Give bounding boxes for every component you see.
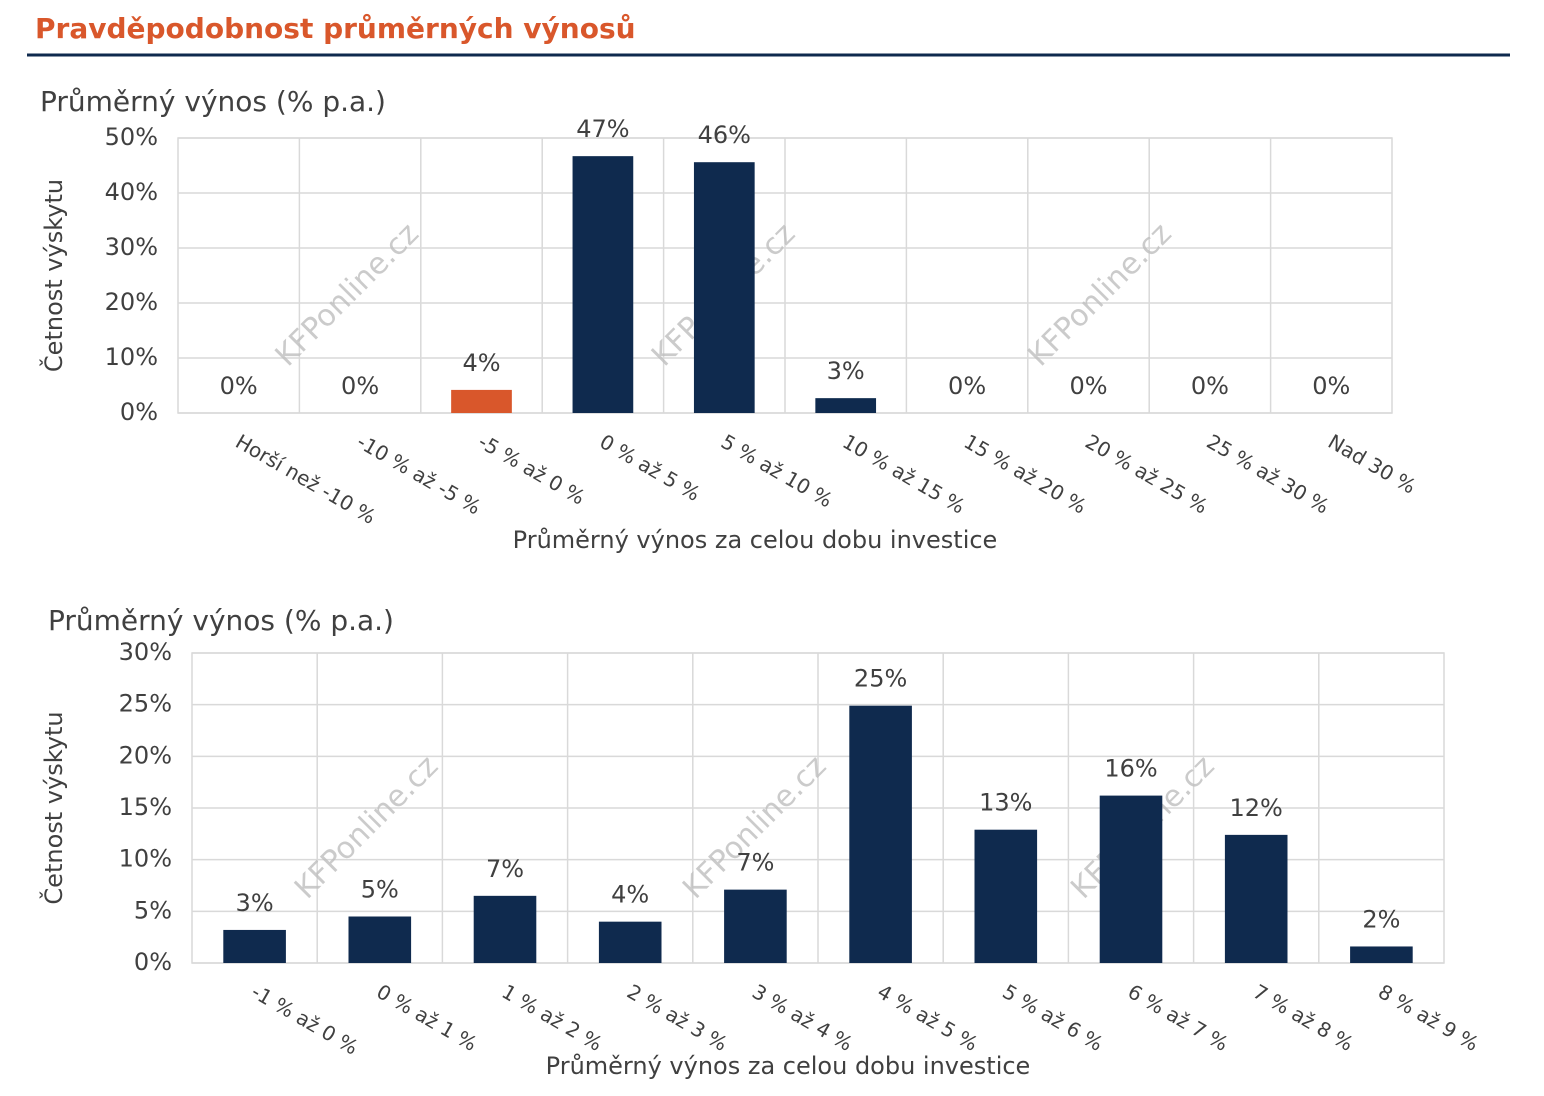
x-tick-label: -5 % až 0 % [474,429,589,509]
value-label: 0% [341,372,379,400]
bar [693,162,755,413]
x-axis-title: Průměrný výnos za celou dobu investice [513,526,998,554]
value-label: 7% [736,849,774,877]
bar [849,705,912,963]
y-tick-label: 30% [119,638,172,666]
y-tick-label: 50% [105,123,158,151]
value-label: 0% [220,372,258,400]
value-label: 4% [611,881,649,909]
chart-title: Průměrný výnos (% p.a.) [40,85,386,118]
value-label: 0% [1069,372,1107,400]
x-tick-label: 4 % až 5 % [873,979,982,1056]
page-title: Pravděpodobnost průměrných výnosů [35,12,636,45]
bar [348,916,412,963]
value-label: 2% [1362,905,1400,933]
bar [974,829,1038,963]
bar [724,889,787,963]
y-axis-title: Četnost výskytu [38,711,68,904]
y-tick-label: 0% [120,398,158,426]
value-label: 16% [1104,755,1157,783]
value-label: 3% [236,889,274,917]
y-tick-label: 10% [119,845,172,873]
x-axis-title: Průměrný výnos za celou dobu investice [546,1052,1031,1080]
value-label: 7% [486,855,524,883]
x-tick-label: Nad 30 % [1324,429,1420,498]
x-tick-label: 7 % až 8 % [1249,979,1358,1056]
x-tick-label: 5 % až 6 % [999,979,1108,1056]
bar [598,921,662,963]
value-label: 12% [1230,794,1283,822]
watermark: KFPonline.cz [1021,216,1178,373]
y-tick-label: 0% [134,948,172,976]
y-tick-label: 30% [105,233,158,261]
watermark: KFPonline.cz [269,216,426,373]
chart-title: Průměrný výnos (% p.a.) [48,604,394,637]
x-tick-label: 6 % až 7 % [1124,979,1233,1056]
value-label: 25% [854,665,907,693]
value-label: 3% [827,357,865,385]
x-tick-label: 5 % až 10 % [717,429,837,512]
x-tick-label: 3 % až 4 % [748,979,857,1056]
y-tick-label: 25% [119,690,172,718]
value-label: 0% [1312,372,1350,400]
y-axis-title: Četnost výskytu [38,179,68,372]
bar [451,389,512,413]
bar [1099,795,1163,963]
bar [223,929,286,963]
watermark: KFPonline.cz [676,749,833,906]
value-label: 13% [979,789,1032,817]
x-tick-label: 1 % až 2 % [498,979,607,1056]
x-tick-label: 8 % až 9 % [1374,979,1483,1056]
value-label: 47% [576,115,629,143]
y-tick-label: 40% [105,178,158,206]
x-tick-label: 20 % až 25 % [1081,429,1212,518]
x-tick-label: 0 % až 1 % [373,979,482,1056]
value-label: 0% [948,372,986,400]
y-tick-label: 10% [105,343,158,371]
value-label: 46% [698,121,751,149]
bar [473,895,537,963]
x-tick-label: 15 % až 20 % [960,429,1091,518]
x-tick-label: -1 % až 0 % [247,979,362,1059]
bar [572,156,634,413]
y-tick-label: 20% [105,288,158,316]
y-tick-label: 15% [119,793,172,821]
x-tick-label: 25 % až 30 % [1203,429,1334,518]
bar [1350,946,1413,963]
y-tick-label: 20% [119,741,172,769]
bar [1224,834,1288,963]
value-label: 0% [1191,372,1229,400]
value-label: 4% [462,349,500,377]
x-tick-label: 10 % až 15 % [838,429,969,518]
x-tick-label: 2 % až 3 % [623,979,732,1056]
value-label: 5% [361,876,399,904]
y-tick-label: 5% [134,896,172,924]
bar [815,398,877,413]
x-tick-label: 0 % až 5 % [596,429,705,506]
